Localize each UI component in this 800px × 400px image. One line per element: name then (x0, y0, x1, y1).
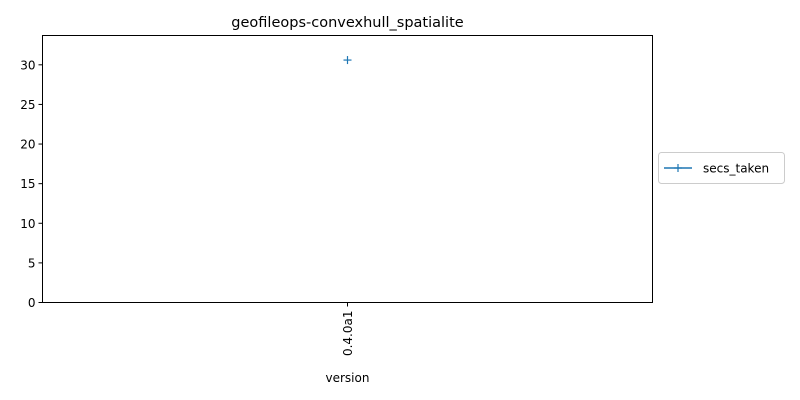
y-axis: 0 5 10 15 20 25 30 (20, 58, 43, 310)
legend-entry: secs_taken (664, 162, 769, 176)
x-axis-label: version (326, 371, 370, 385)
y-tick-label: 15 (20, 177, 35, 191)
y-tick-label: 25 (20, 98, 35, 112)
x-tick-label: 0.4.0a1 (341, 311, 355, 357)
y-tick-label: 5 (28, 256, 36, 270)
y-tick-label: 10 (20, 217, 35, 231)
legend: secs_taken (658, 152, 785, 184)
x-axis: 0.4.0a1 (341, 302, 355, 357)
plot-series (343, 56, 352, 65)
legend-box (658, 152, 785, 184)
data-point (343, 56, 352, 65)
legend-label: secs_taken (703, 162, 769, 176)
y-tick-label: 0 (28, 296, 36, 310)
y-tick-label: 20 (20, 138, 35, 152)
y-tick-label: 30 (20, 58, 35, 72)
legend-marker (674, 164, 682, 172)
chart-title: geofileops-convexhull_spatialite (231, 15, 463, 31)
plot-frame (42, 35, 653, 303)
